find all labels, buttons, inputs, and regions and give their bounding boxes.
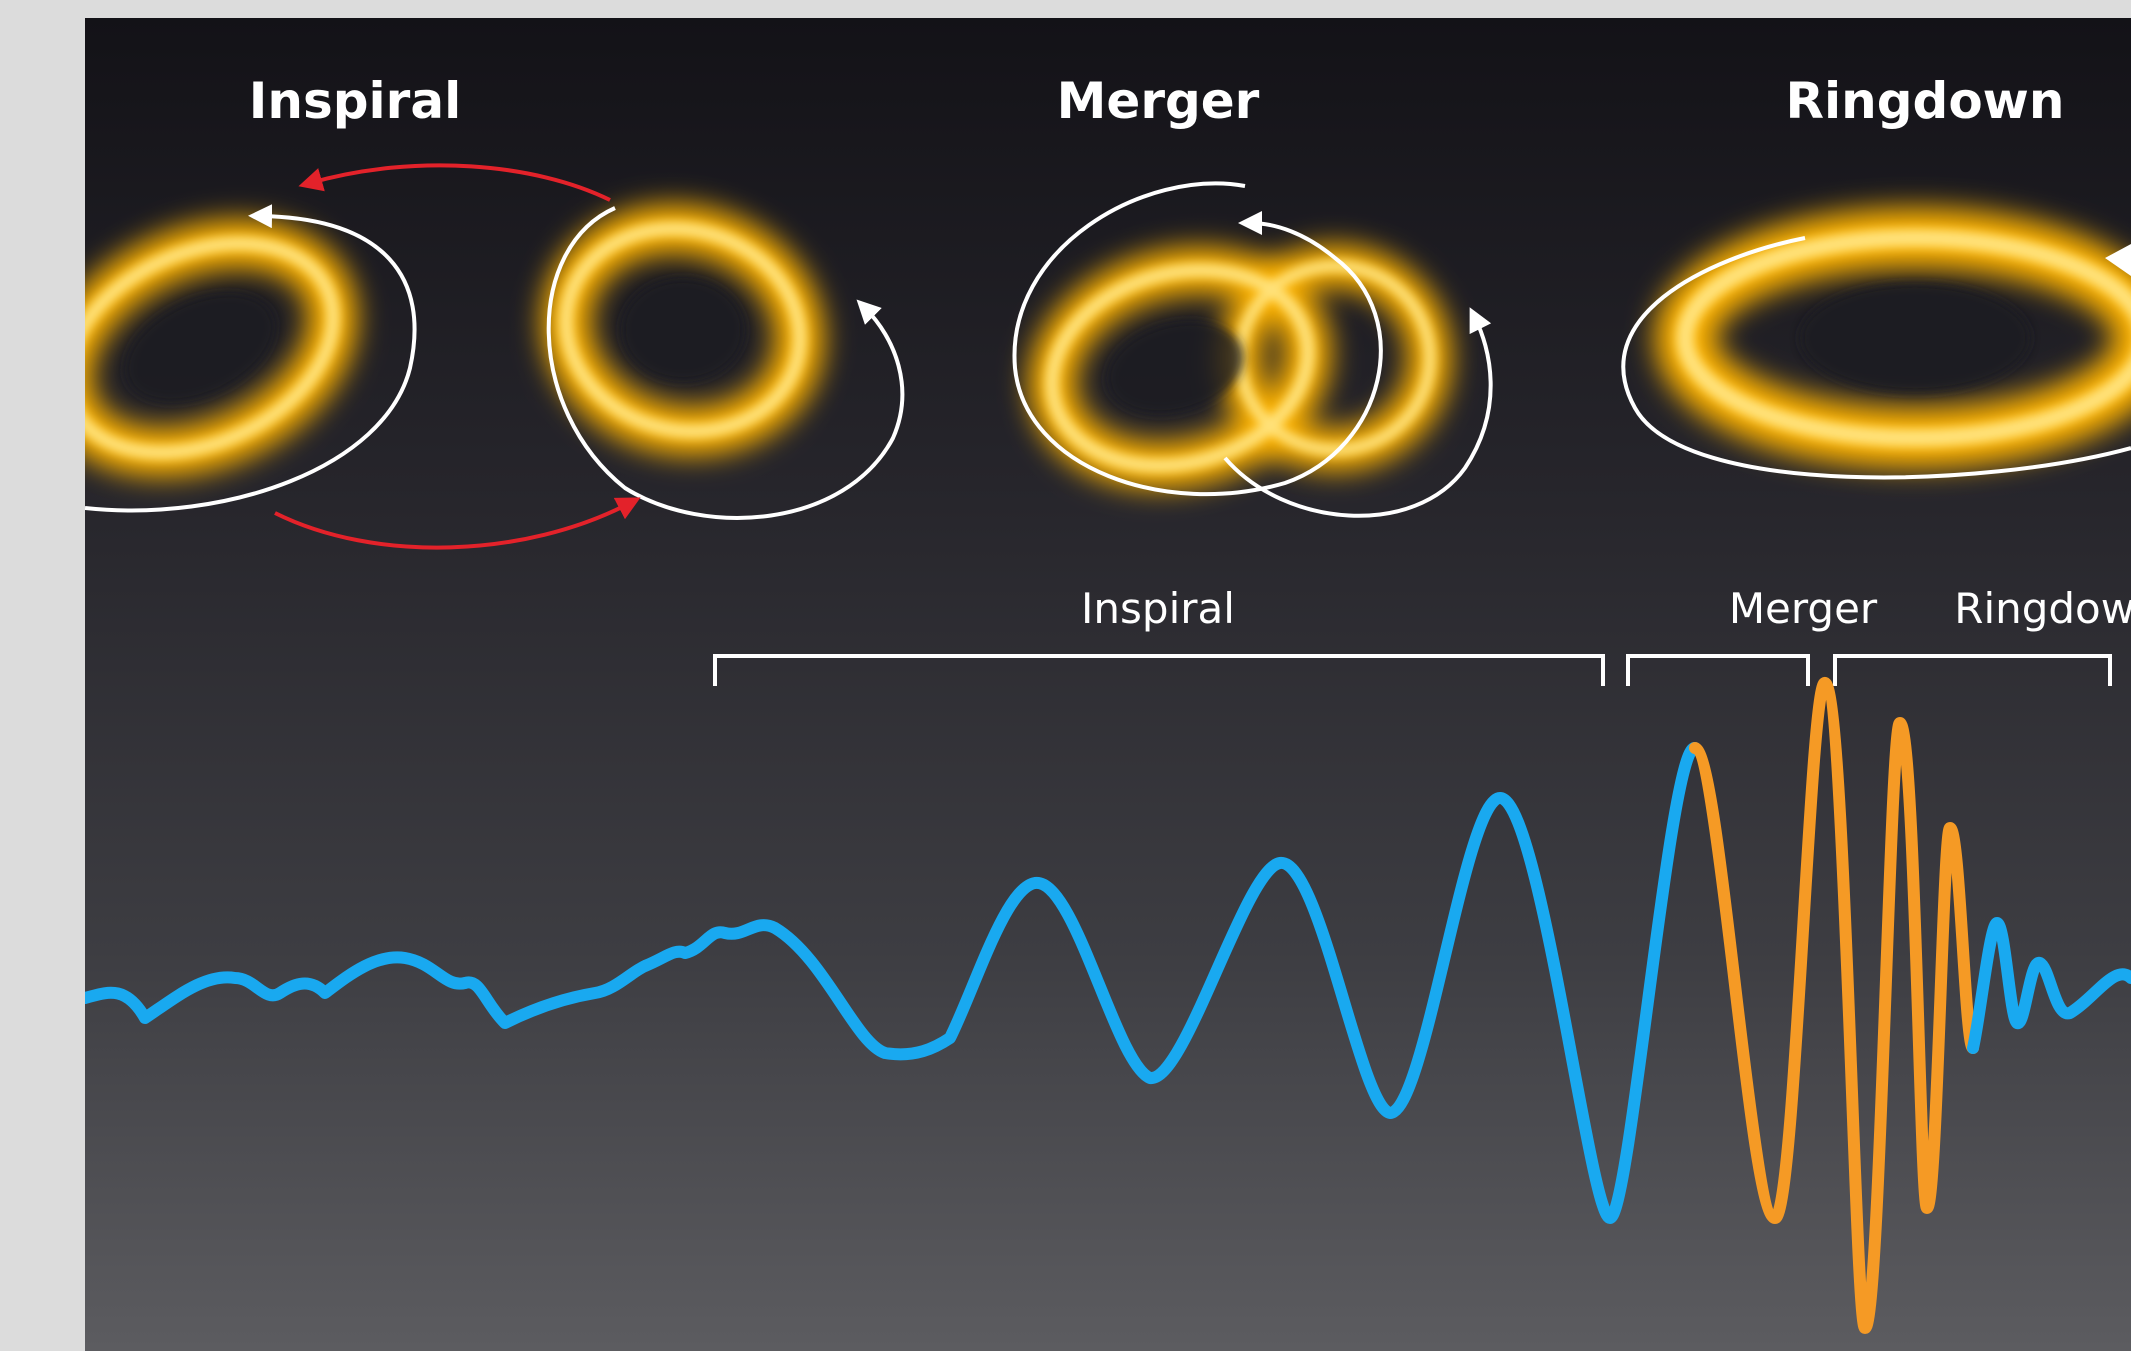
gravitational-wave-diagram: Inspiral Merger Ringdown [85,72,2131,1334]
stage-title-ringdown: Ringdown [1786,72,2065,130]
phase-label-merger: Merger [1729,584,1878,633]
waveform-inspiral [85,741,1701,1224]
orbit-ring-left-icon [85,204,417,513]
merger-orbit-ring-left-icon [1012,181,1383,497]
bracket-inspiral [713,654,1605,686]
ringdown-orbit-ring-icon [1621,236,2131,480]
inspiral-black-hole-right [542,204,824,456]
merger-black-holes [1029,245,1451,489]
motion-arrow-bottom-icon [274,497,641,550]
waveform-merger [1689,676,1979,1334]
orbit-ring-right-icon [546,206,905,520]
waveform-ringdown [1967,917,2131,1054]
phase-label-inspiral: Inspiral [1081,584,1235,633]
bracket-ringdown [1833,654,2112,686]
stage-title-merger: Merger [1057,72,1260,130]
illustration-panel: Inspiral Merger Ringdown [85,18,2131,1351]
bracket-merger [1626,654,1810,686]
stage-title-inspiral: Inspiral [249,72,461,130]
phase-label-ringdown: Ringdown [1954,584,2131,633]
merger-orbit-ring-right-icon [1223,307,1493,518]
inspiral-black-hole-left [85,219,358,477]
motion-arrow-top-icon [298,163,611,202]
ringdown-arrowhead-icon [2105,244,2131,276]
ringdown-black-hole [1655,208,2131,468]
